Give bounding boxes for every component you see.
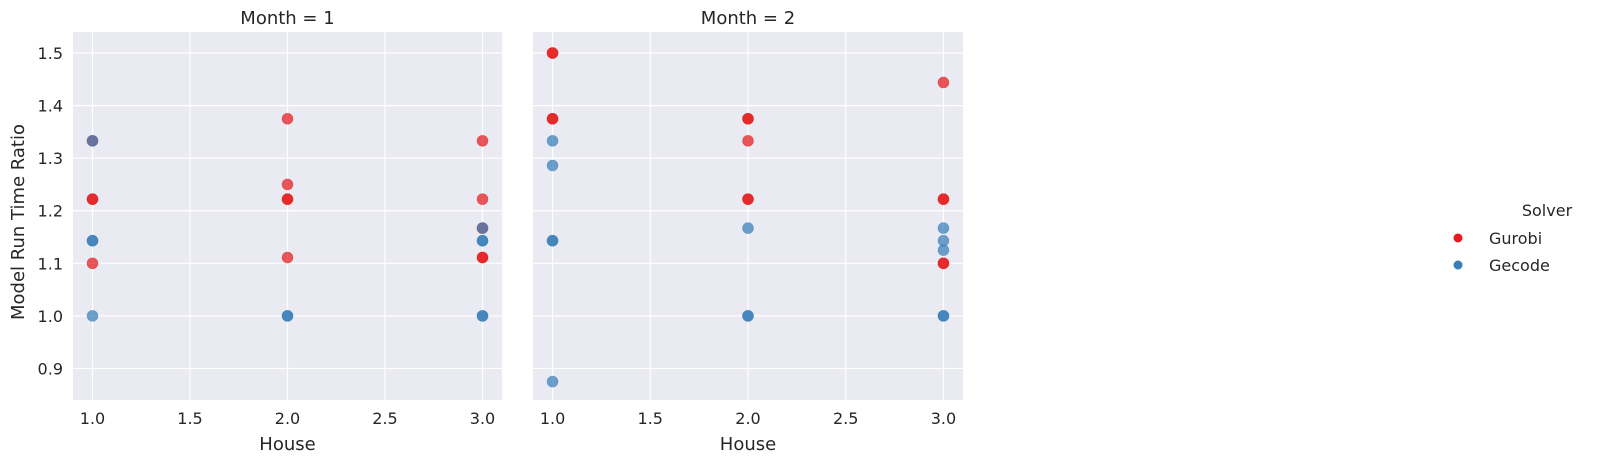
x-tick-label: 1.0 — [80, 409, 105, 428]
panel-month-1: 1.0 1.5 2.0 2.5 3.0 0.9 1.0 1.1 1.2 1.3 1.4 1.5 Mont… — [38, 8, 502, 455]
y-tick-label: 1.3 — [38, 149, 63, 168]
y-axis-label: Model Run Time Ratio — [8, 124, 29, 320]
x-tick-label: 2.0 — [735, 409, 760, 428]
data-point-gurobi — [281, 112, 294, 125]
data-point-gurobi — [281, 251, 294, 264]
data-point-gecode — [546, 135, 559, 147]
data-point-gecode — [476, 234, 489, 247]
data-point-gurobi — [937, 257, 950, 270]
legend-title: Solver — [1522, 201, 1573, 220]
x-tick-label: 3.0 — [931, 409, 956, 428]
x-tick-label: 1.5 — [177, 409, 202, 428]
legend-label-gecode: Gecode — [1489, 256, 1550, 275]
data-point-gecode — [476, 222, 489, 234]
data-point-gurobi — [937, 193, 950, 205]
data-point-gurobi — [476, 193, 489, 205]
data-point-gecode — [742, 222, 754, 234]
x-axis-label: House — [259, 434, 315, 455]
x-tick-label: 3.0 — [470, 409, 495, 428]
data-point-gurobi — [281, 193, 294, 205]
y-tick-label: 1.1 — [38, 254, 63, 273]
x-tick-label: 2.0 — [275, 409, 300, 428]
panel-title: Month = 1 — [240, 8, 334, 29]
data-point-gecode — [937, 222, 950, 234]
data-point-gecode — [86, 310, 99, 322]
legend-marker-gurobi — [1453, 233, 1463, 243]
data-point-gurobi — [546, 47, 559, 59]
data-point-gurobi — [86, 193, 99, 205]
data-point-gurobi — [476, 135, 489, 147]
data-point-gecode — [546, 234, 559, 247]
data-point-gurobi — [281, 178, 294, 191]
data-point-gecode — [546, 375, 559, 388]
data-point-gecode — [281, 310, 294, 322]
data-point-gecode — [937, 310, 950, 322]
data-point-gurobi — [546, 112, 559, 125]
y-tick-label: 1.2 — [38, 202, 63, 221]
data-point-gurobi — [742, 135, 754, 147]
data-point-gecode — [742, 310, 754, 322]
legend-marker-gecode — [1453, 260, 1463, 270]
x-tick-label: 1.0 — [540, 409, 565, 428]
panel-title: Month = 2 — [701, 8, 795, 29]
x-tick-label: 1.5 — [638, 409, 663, 428]
x-tick-label: 2.5 — [372, 409, 397, 428]
y-tick-label: 1.5 — [38, 44, 63, 63]
x-axis-label: House — [720, 434, 776, 455]
data-point-gurobi — [742, 193, 754, 205]
data-point-gecode — [86, 234, 99, 247]
data-point-gecode — [937, 244, 950, 256]
data-point-gurobi — [742, 112, 754, 125]
legend-label-gurobi: Gurobi — [1489, 229, 1542, 248]
data-point-gecode — [86, 135, 99, 147]
data-point-gurobi — [86, 257, 99, 270]
panel-month-2: 1.0 1.5 2.0 2.5 3.0 Month = 2 House — [533, 8, 963, 455]
y-tick-label: 1.4 — [38, 97, 63, 116]
data-point-gecode — [546, 159, 559, 172]
data-point-gurobi — [476, 251, 489, 264]
y-tick-label: 0.9 — [38, 359, 63, 378]
data-point-gurobi — [937, 76, 950, 89]
x-tick-label: 2.5 — [833, 409, 858, 428]
data-point-gecode — [476, 310, 489, 322]
legend: Solver Gurobi Gecode — [1453, 201, 1573, 275]
y-tick-label: 1.0 — [38, 307, 63, 326]
